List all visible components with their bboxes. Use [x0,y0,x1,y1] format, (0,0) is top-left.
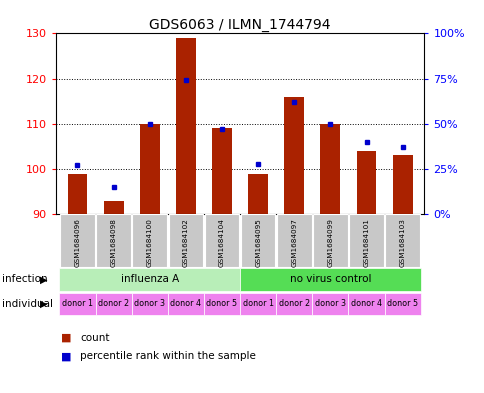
Bar [132,214,166,267]
Text: infection: infection [2,274,48,285]
Bar [348,292,384,315]
Text: ▶: ▶ [40,274,47,285]
Text: count: count [80,332,109,343]
Bar [203,292,240,315]
Bar [59,292,95,315]
Bar [96,214,131,267]
Text: GSM1684100: GSM1684100 [147,219,152,267]
Text: donor 2: donor 2 [278,299,309,308]
Bar [392,155,412,214]
Text: percentile rank within the sample: percentile rank within the sample [80,351,256,362]
Text: GSM1684104: GSM1684104 [219,219,225,267]
Text: GSM1684103: GSM1684103 [399,219,405,267]
Text: GSM1684102: GSM1684102 [182,219,188,267]
Bar [240,292,276,315]
Text: GSM1684101: GSM1684101 [363,219,369,267]
Bar [95,292,131,315]
Text: donor 5: donor 5 [206,299,237,308]
Text: donor 1: donor 1 [62,299,93,308]
Bar [176,38,196,214]
Bar [204,214,239,267]
Text: donor 1: donor 1 [242,299,273,308]
Text: donor 2: donor 2 [98,299,129,308]
Bar [276,292,312,315]
Text: donor 3: donor 3 [134,299,165,308]
Text: ▶: ▶ [40,299,47,309]
Text: GSM1684097: GSM1684097 [291,219,297,267]
Bar [356,151,376,214]
Text: donor 3: donor 3 [314,299,345,308]
Bar [139,124,159,214]
Text: donor 5: donor 5 [386,299,417,308]
Text: GSM1684095: GSM1684095 [255,219,260,267]
Title: GDS6063 / ILMN_1744794: GDS6063 / ILMN_1744794 [149,18,330,32]
Bar [320,124,340,214]
Bar [240,214,275,267]
Bar [385,214,419,267]
Bar [248,173,268,214]
Bar [313,214,347,267]
Bar [276,214,311,267]
Bar [104,200,123,214]
Bar [348,214,383,267]
Text: ■: ■ [60,332,71,343]
Bar [240,268,420,291]
Bar [312,292,348,315]
Bar [67,173,87,214]
Text: no virus control: no virus control [289,274,370,285]
Bar [284,97,303,214]
Text: GSM1684098: GSM1684098 [110,219,116,267]
Text: donor 4: donor 4 [170,299,201,308]
Text: individual: individual [2,299,53,309]
Bar [168,214,203,267]
Bar [60,214,94,267]
Text: influenza A: influenza A [121,274,179,285]
Text: GSM1684096: GSM1684096 [75,219,80,267]
Bar [167,292,203,315]
Bar [131,292,167,315]
Text: ■: ■ [60,351,71,362]
Bar [59,268,240,291]
Bar [212,128,231,214]
Text: donor 4: donor 4 [350,299,381,308]
Text: GSM1684099: GSM1684099 [327,219,333,267]
Bar [384,292,420,315]
